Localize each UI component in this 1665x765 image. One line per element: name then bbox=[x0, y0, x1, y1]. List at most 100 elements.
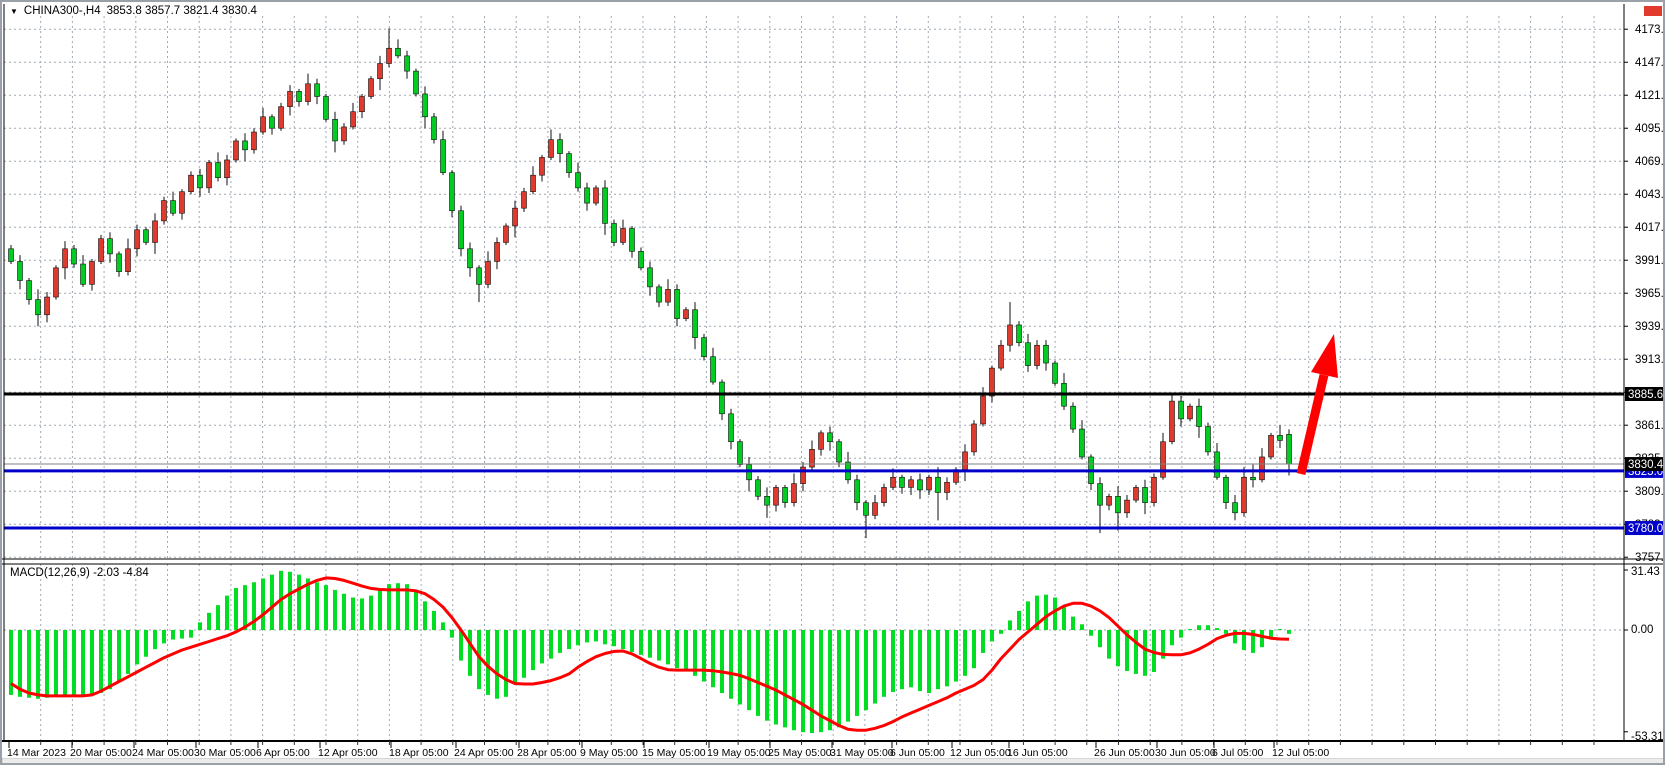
bullish-candle bbox=[530, 174, 536, 192]
macd-histogram-bar bbox=[315, 582, 319, 630]
bearish-candle bbox=[719, 381, 725, 415]
macd-histogram-bar bbox=[1242, 630, 1246, 651]
bullish-candle bbox=[620, 228, 626, 243]
bearish-candle bbox=[323, 96, 329, 120]
macd-histogram-bar bbox=[828, 630, 832, 731]
bearish-candle bbox=[440, 139, 446, 173]
bearish-candle bbox=[431, 116, 437, 140]
bearish-candle bbox=[1286, 434, 1292, 465]
macd-histogram-bar bbox=[711, 630, 715, 688]
macd-histogram-bar bbox=[243, 585, 247, 630]
macd-histogram-bar bbox=[117, 630, 121, 682]
macd-histogram-bar bbox=[918, 630, 922, 692]
macd-name: MACD(12,26,9) bbox=[10, 567, 90, 579]
bullish-candle bbox=[251, 131, 257, 151]
price-tick-label: 3861.0 bbox=[1635, 420, 1665, 432]
macd-histogram-bar bbox=[1224, 630, 1228, 634]
bullish-candle bbox=[1187, 405, 1193, 420]
macd-histogram-bar bbox=[63, 630, 67, 696]
macd-values: -2.03 -4.84 bbox=[93, 567, 149, 579]
macd-histogram-bar bbox=[594, 630, 598, 642]
macd-histogram-bar bbox=[1251, 630, 1255, 653]
macd-histogram-bar bbox=[468, 630, 472, 676]
bullish-candle bbox=[53, 267, 59, 298]
time-tick-label: 6 Apr 05:00 bbox=[256, 747, 310, 759]
bearish-candle bbox=[701, 337, 707, 357]
macd-histogram-bar bbox=[1287, 630, 1291, 634]
bullish-candle bbox=[485, 261, 491, 285]
time-tick-label: 24 Mar 05:00 bbox=[132, 747, 194, 759]
macd-histogram-bar bbox=[1098, 630, 1102, 648]
bullish-candle bbox=[62, 248, 68, 269]
macd-histogram-bar bbox=[1071, 616, 1075, 630]
time-tick-label: 6 Jul 05:00 bbox=[1212, 747, 1264, 759]
macd-tick-label: -53.31 bbox=[1631, 731, 1664, 743]
macd-histogram-bar bbox=[855, 630, 859, 716]
bearish-candle bbox=[1196, 405, 1202, 427]
macd-histogram-bar bbox=[801, 630, 805, 733]
bearish-candle bbox=[467, 248, 473, 269]
bearish-candle bbox=[656, 286, 662, 303]
up-arrow-annotation[interactable] bbox=[1296, 334, 1338, 476]
bullish-candle bbox=[233, 140, 239, 161]
current-price-badge-label: 3830.4 bbox=[1628, 459, 1664, 471]
bullish-candle bbox=[278, 106, 284, 129]
macd-histogram-bar bbox=[1125, 630, 1129, 672]
bearish-candle bbox=[1250, 476, 1256, 481]
macd-histogram-bar bbox=[135, 630, 139, 665]
bullish-candle bbox=[494, 242, 500, 262]
macd-histogram-bar bbox=[621, 630, 625, 650]
macd-histogram-bar bbox=[567, 630, 571, 650]
macd-histogram-bar bbox=[846, 630, 850, 722]
macd-histogram-bar bbox=[1179, 630, 1183, 638]
macd-histogram-bar bbox=[180, 630, 184, 639]
symbol-dropdown-icon[interactable]: ▼ bbox=[10, 6, 18, 16]
bullish-candle bbox=[1259, 456, 1265, 481]
macd-histogram-bar bbox=[1197, 625, 1201, 630]
bearish-candle bbox=[710, 356, 716, 383]
bearish-candle bbox=[395, 47, 401, 57]
bullish-candle bbox=[980, 395, 986, 425]
time-tick-label: 14 Mar 2023 bbox=[7, 747, 66, 759]
macd-axis[interactable]: 31.43 0.00 -53.31 bbox=[1624, 566, 1664, 743]
bearish-candle bbox=[476, 267, 482, 285]
bullish-candle bbox=[1124, 499, 1130, 514]
macd-histogram-bar bbox=[1053, 597, 1057, 630]
macd-histogram-bar bbox=[405, 584, 409, 630]
bearish-candle bbox=[143, 229, 149, 243]
macd-histogram-bar bbox=[27, 630, 31, 698]
macd-histogram-bar bbox=[1206, 625, 1210, 630]
time-axis-background bbox=[2, 742, 1663, 758]
bearish-candle bbox=[35, 299, 41, 316]
bearish-candle bbox=[854, 479, 860, 503]
macd-histogram-bar bbox=[999, 630, 1003, 634]
bullish-candle bbox=[1007, 324, 1013, 346]
bullish-candle bbox=[98, 238, 104, 262]
bearish-candle bbox=[8, 248, 14, 262]
macd-histogram-bar bbox=[936, 630, 940, 690]
bearish-candle bbox=[629, 228, 635, 252]
macd-histogram-bar bbox=[414, 589, 418, 630]
macd-histogram-bar bbox=[9, 630, 13, 695]
macd-histogram-bar bbox=[954, 630, 958, 682]
bearish-candle bbox=[863, 502, 869, 516]
bullish-candle bbox=[206, 162, 212, 189]
bearish-candle bbox=[1214, 451, 1220, 478]
time-tick-label: 12 Jun 05:00 bbox=[950, 747, 1011, 759]
time-axis[interactable]: 14 Mar 2023 20 Mar 05:00 24 Mar 05:00 30 Ma… bbox=[2, 741, 1665, 759]
macd-histogram-bar bbox=[207, 612, 211, 630]
macd-histogram-bar bbox=[81, 630, 85, 695]
macd-histogram-bar bbox=[162, 630, 166, 644]
candles bbox=[8, 28, 1292, 539]
macd-histogram-bar bbox=[423, 601, 427, 630]
macd-histogram-bar bbox=[666, 630, 670, 665]
bearish-candle bbox=[449, 172, 455, 212]
close-button[interactable] bbox=[1644, 6, 1662, 16]
time-tick-label: 24 Apr 05:00 bbox=[454, 747, 514, 759]
macd-histogram-bar bbox=[288, 571, 292, 630]
bullish-candle bbox=[89, 261, 95, 285]
time-tick-label: 31 May 05:00 bbox=[830, 747, 894, 759]
bearish-candle bbox=[1025, 342, 1031, 366]
